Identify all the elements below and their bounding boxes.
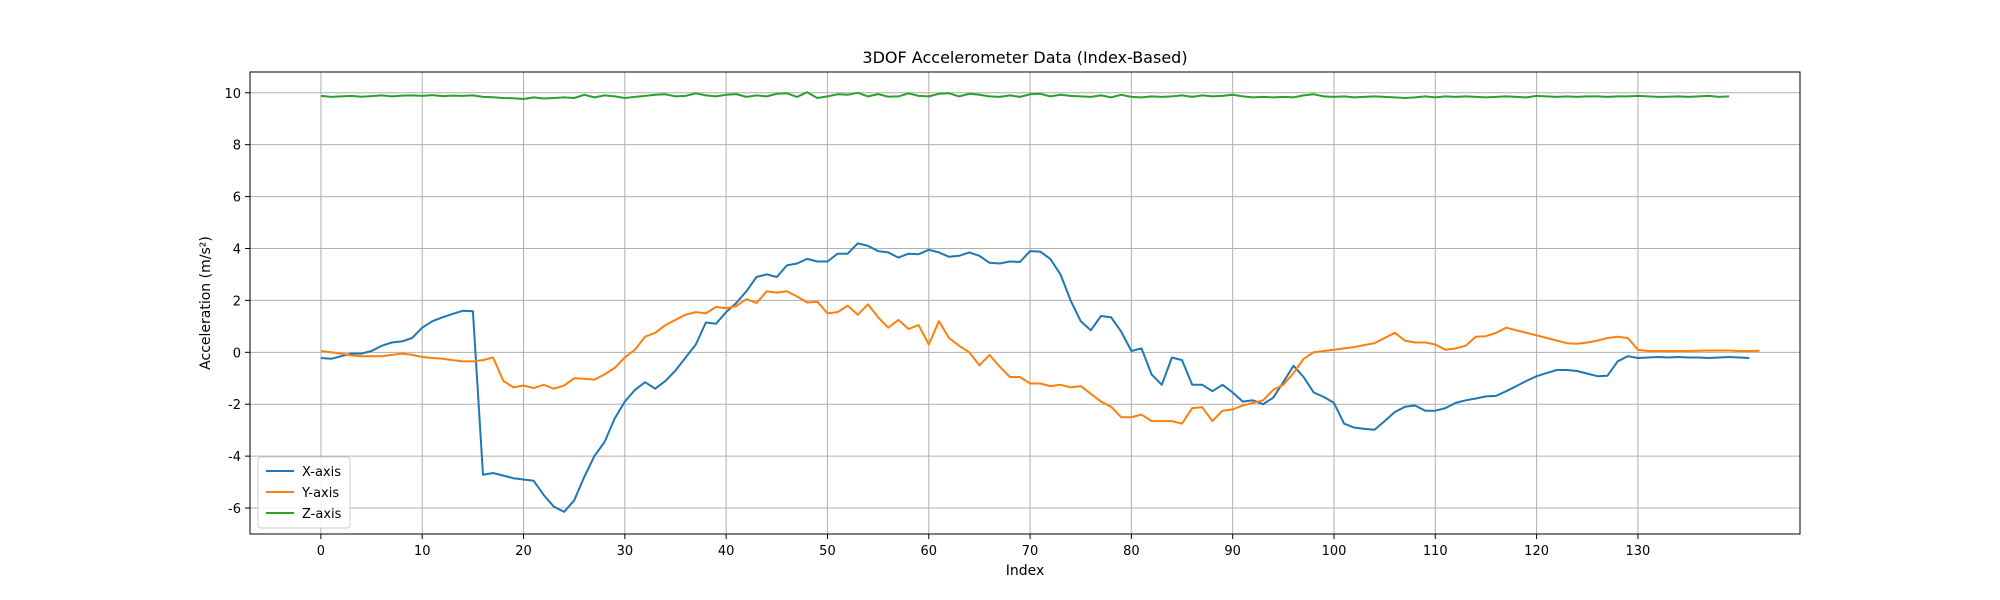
y-tick-label: 10 [224, 87, 241, 102]
legend: X-axis Y-axis Z-axis [257, 456, 351, 529]
y-axis-label: Acceleration (m/s²) [198, 236, 214, 370]
series-line-z-axis [320, 91, 1730, 100]
y-tick-label: 6 [233, 191, 241, 206]
chart-title: 3DOF Accelerometer Data (Index-Based) [862, 48, 1187, 67]
x-tick-label: 100 [1322, 544, 1347, 559]
y-tick-label: 0 [233, 346, 241, 361]
series-lines [320, 91, 1760, 513]
x-tick-label: 10 [414, 544, 431, 559]
legend-box [257, 456, 351, 529]
x-tick-label: 30 [617, 544, 634, 559]
y-tick-label: 2 [233, 294, 241, 309]
series-line-x-axis [320, 242, 1750, 513]
legend-label: Y-axis [301, 486, 339, 501]
y-tick-label: 8 [233, 139, 241, 154]
x-tick-label: 60 [920, 544, 937, 559]
x-tick-label: 50 [819, 544, 836, 559]
x-tick-label: 120 [1524, 544, 1549, 559]
grid [250, 72, 1800, 534]
x-tick-label: 130 [1625, 544, 1650, 559]
legend-label: X-axis [302, 465, 341, 480]
x-axis-label: Index [1006, 563, 1045, 579]
x-tick-label: 90 [1224, 544, 1241, 559]
y-tick-label: -6 [228, 502, 241, 517]
axis-ticks: 0 10 20 30 40 50 60 70 80 90 100 110 120 130 -6 -4 -2 0 2 4… [224, 87, 1650, 559]
x-tick-label: 80 [1123, 544, 1140, 559]
x-tick-label: 110 [1423, 544, 1448, 559]
y-tick-label: -4 [228, 450, 241, 465]
y-tick-label: 4 [233, 242, 241, 257]
series-line-y-axis [320, 290, 1760, 425]
x-tick-label: 70 [1022, 544, 1039, 559]
plot-frame [249, 71, 1801, 535]
y-tick-label: -2 [228, 398, 241, 413]
x-tick-label: 40 [718, 544, 735, 559]
x-tick-label: 0 [317, 544, 325, 559]
x-tick-label: 20 [515, 544, 532, 559]
legend-label: Z-axis [302, 507, 342, 522]
